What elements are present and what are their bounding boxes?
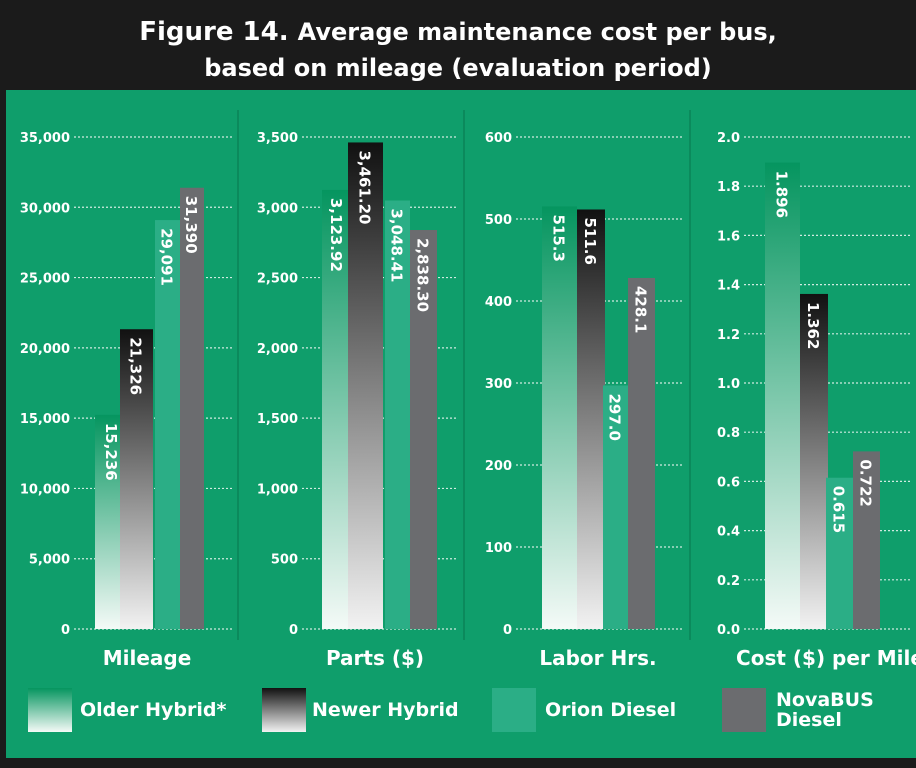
y-tick-label: 2,500 (257, 272, 298, 287)
y-tick-label: 1.4 (717, 279, 740, 294)
y-tick-label: 0.0 (717, 623, 740, 638)
bar (853, 451, 880, 629)
legend-swatch (722, 688, 766, 732)
bar (603, 385, 628, 629)
bar (410, 230, 437, 629)
value-label: 3,123.92 (327, 198, 345, 272)
bar (348, 142, 383, 630)
y-tick-label: 20,000 (20, 342, 70, 357)
bar (765, 162, 800, 630)
y-tick-label: 1,500 (257, 412, 298, 427)
y-tick-label: 0.6 (717, 475, 740, 490)
y-tick-label: 0 (61, 623, 70, 638)
y-tick-label: 2.0 (717, 131, 740, 146)
value-label: 21,326 (127, 337, 145, 395)
value-label: 0.722 (857, 459, 875, 506)
value-label: 511.6 (581, 217, 599, 264)
y-tick-label: 25,000 (20, 272, 70, 287)
title-line: Average maintenance cost per bus, (298, 18, 777, 46)
y-tick-label: 300 (485, 377, 512, 392)
y-tick-label: 400 (485, 295, 512, 310)
y-tick-label: 500 (485, 213, 512, 228)
legend-swatch (492, 688, 536, 732)
y-tick-label: 0.2 (717, 574, 740, 589)
y-tick-label: 2,000 (257, 342, 298, 357)
value-label: 31,390 (182, 196, 200, 254)
x-axis-label: Labor Hrs. (539, 646, 656, 670)
value-label: 2,838.30 (414, 238, 432, 312)
legend-swatch (28, 688, 72, 732)
legend-label: NovaBUS Diesel (776, 689, 874, 731)
y-tick-label: 1.8 (717, 180, 740, 195)
value-label: 0.615 (830, 486, 848, 533)
value-label: 1.362 (804, 302, 822, 349)
value-label: 15,236 (102, 423, 120, 481)
value-label: 297.0 (606, 393, 624, 440)
value-label: 29,091 (158, 228, 176, 286)
y-tick-label: 0 (289, 623, 298, 638)
bar (800, 293, 828, 629)
legend-swatch (262, 688, 306, 732)
y-tick-label: 0.8 (717, 426, 740, 441)
y-tick-label: 10,000 (20, 482, 70, 497)
bar (155, 220, 180, 629)
x-axis-label: Mileage (103, 646, 192, 670)
y-tick-label: 0 (503, 623, 512, 638)
header (0, 0, 916, 90)
y-tick-label: 35,000 (20, 131, 70, 146)
value-label: 1.896 (773, 171, 791, 218)
y-tick-label: 1.2 (717, 328, 740, 343)
y-tick-label: 30,000 (20, 201, 70, 216)
y-tick-label: 500 (271, 553, 298, 568)
x-axis-label: Parts ($) (326, 646, 424, 670)
frame (0, 758, 916, 768)
y-tick-label: 15,000 (20, 412, 70, 427)
y-tick-label: 200 (485, 459, 512, 474)
bar (577, 209, 605, 629)
value-label: 428.1 (632, 286, 650, 333)
y-tick-label: 3,500 (257, 131, 298, 146)
y-tick-label: 600 (485, 131, 512, 146)
bar (180, 187, 204, 630)
y-tick-label: 3,000 (257, 201, 298, 216)
bar (385, 200, 410, 629)
bar (120, 329, 153, 629)
bar (826, 477, 853, 629)
y-tick-label: 1.0 (717, 377, 740, 392)
y-tick-label: 1.6 (717, 229, 740, 244)
legend-label: Orion Diesel (545, 699, 677, 721)
value-label: 515.3 (550, 214, 568, 261)
bar (542, 206, 577, 630)
legend-label: Older Hybrid* (80, 699, 227, 721)
chart-title: Figure 14. Average maintenance cost per … (139, 17, 777, 47)
y-tick-label: 5,000 (29, 553, 70, 568)
frame (0, 90, 6, 768)
title-line: based on mileage (evaluation period) (204, 54, 712, 82)
y-tick-label: 0.4 (717, 525, 740, 540)
bar (322, 189, 352, 630)
figure-label: Figure 14. (139, 17, 288, 47)
y-tick-label: 100 (485, 541, 512, 556)
legend-label: Newer Hybrid (312, 699, 459, 721)
value-label: 3,048.41 (388, 208, 406, 282)
y-tick-label: 1,000 (257, 482, 298, 497)
x-axis-label: Cost ($) per Mile (736, 646, 916, 670)
bar (628, 277, 655, 629)
value-label: 3,461.20 (356, 150, 374, 224)
